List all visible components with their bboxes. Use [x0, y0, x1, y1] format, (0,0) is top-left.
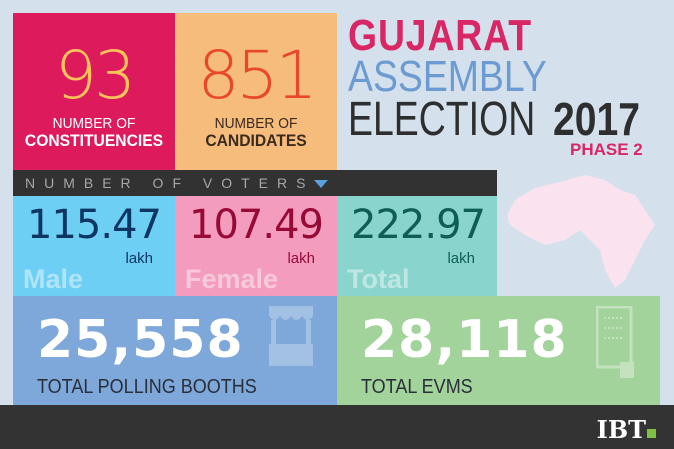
voters-header: NUMBER OF VOTERS [13, 170, 497, 196]
infographic-title: GUJARAT ASSEMBLY ELECTION 2017 [348, 14, 655, 144]
title-gujarat: GUJARAT [348, 11, 532, 60]
candidates-value: 851 [197, 37, 318, 114]
male-label: Male [23, 264, 84, 294]
constituencies-label-1: NUMBER OF [52, 115, 136, 132]
candidates-label-1: NUMBER OF [214, 115, 298, 132]
total-voters-value: 222.97 [351, 202, 486, 248]
polling-booths-value: 25,558 [37, 310, 244, 370]
logo-square [647, 429, 656, 438]
logo-text: IBT [596, 415, 646, 444]
evms-value: 28,118 [361, 310, 568, 370]
title-year: 2017 [553, 93, 640, 145]
title-assembly: ASSEMBLY [348, 52, 547, 101]
male-voters-value: 115.47 [27, 202, 162, 248]
ibt-logo: IBT [597, 415, 656, 444]
total-label: Total [347, 264, 410, 294]
candidates-card: 851 NUMBER OF CANDIDATES [175, 13, 337, 170]
candidates-label-2: CANDIDATES [205, 131, 307, 150]
female-voters-value: 107.49 [189, 202, 324, 248]
male-unit: lakh [125, 250, 153, 267]
female-label: Female [185, 264, 279, 294]
voters-header-text: NUMBER OF VOTERS [25, 175, 315, 191]
triangle-down-icon [314, 180, 329, 189]
evms-label: TOTAL EVMS [361, 376, 473, 398]
female-voters-card: 107.49 lakh Female [175, 196, 337, 296]
polling-booths-card: 25,558 TOTAL POLLING BOOTHS [13, 296, 337, 405]
gujarat-map-icon [507, 175, 655, 288]
booth-stall-icon [269, 306, 313, 366]
evm-machine-icon [596, 306, 634, 378]
male-voters-card: 115.47 lakh Male [13, 196, 175, 296]
total-voters-card: 222.97 lakh Total [337, 196, 497, 296]
female-unit: lakh [287, 250, 315, 267]
total-unit: lakh [447, 250, 475, 267]
constituencies-card: 93 NUMBER OF CONSTITUENCIES [13, 13, 175, 170]
title-election: ELECTION [348, 93, 536, 146]
constituencies-value: 93 [55, 37, 136, 114]
polling-booths-label: TOTAL POLLING BOOTHS [37, 376, 257, 398]
footer-bar: IBT [0, 405, 674, 449]
phase-label: PHASE 2 [570, 140, 643, 159]
evms-card: 28,118 TOTAL EVMS [337, 296, 660, 405]
constituencies-label-2: CONSTITUENCIES [24, 131, 164, 150]
